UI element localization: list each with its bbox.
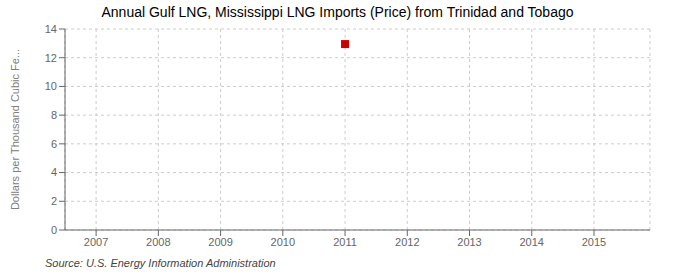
svg-text:0: 0 bbox=[51, 224, 57, 236]
svg-text:2009: 2009 bbox=[208, 236, 232, 248]
svg-text:2012: 2012 bbox=[395, 236, 419, 248]
svg-text:6: 6 bbox=[51, 138, 57, 150]
svg-text:8: 8 bbox=[51, 109, 57, 121]
svg-text:2013: 2013 bbox=[457, 236, 481, 248]
html-text:Source: U.S. Energy Informatio: Source: U.S. Energy Information Administ… bbox=[45, 257, 276, 269]
svg-text:14: 14 bbox=[45, 24, 57, 35]
svg-text:10: 10 bbox=[45, 80, 57, 92]
svg-text:2014: 2014 bbox=[520, 236, 544, 248]
svg-text:12: 12 bbox=[45, 52, 57, 64]
svg-text:2010: 2010 bbox=[271, 236, 295, 248]
svg-text:2: 2 bbox=[51, 195, 57, 207]
svg-text:2011: 2011 bbox=[333, 236, 357, 248]
svg-text:2008: 2008 bbox=[146, 236, 170, 248]
svg-text:Dollars per Thousand Cubic Fe.: Dollars per Thousand Cubic Fe... bbox=[9, 49, 21, 210]
svg-text:4: 4 bbox=[51, 166, 57, 178]
svg-text:2007: 2007 bbox=[84, 236, 108, 248]
html-text:Annual Gulf LNG, Mississippi L: Annual Gulf LNG, Mississippi LNG Imports… bbox=[101, 4, 574, 20]
svg-text:2015: 2015 bbox=[582, 236, 606, 248]
